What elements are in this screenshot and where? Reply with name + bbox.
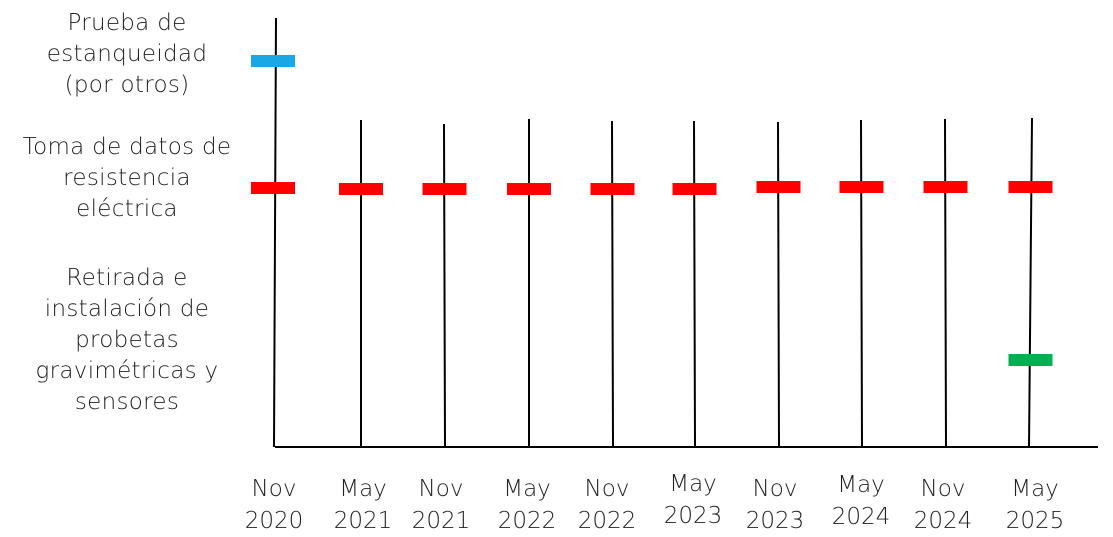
event-marker (1008, 181, 1053, 193)
row-label-leak-test: Prueba de estanqueidad (por otros) (22, 8, 232, 101)
event-marker (756, 181, 801, 193)
event-marker (422, 183, 467, 195)
row-label-line: gravimétricas y (35, 358, 219, 384)
date-label: May 2025 (1005, 476, 1065, 534)
event-marker (1008, 354, 1053, 366)
row-label-line: Toma de datos de (22, 134, 232, 160)
row-label-line: probetas (75, 327, 179, 353)
date-line (860, 119, 863, 448)
event-marker (672, 183, 717, 195)
row-label-line: resistencia (63, 165, 191, 191)
date-line (443, 123, 446, 448)
row-label-line: (por otros) (64, 72, 190, 98)
event-marker (251, 55, 295, 67)
date-label: Nov 2023 (745, 476, 805, 534)
date-label: May 2022 (497, 476, 557, 534)
event-marker (839, 181, 884, 193)
date-line (1028, 117, 1033, 448)
row-label-line: Prueba de (67, 10, 187, 36)
row-label-line: estanqueidad (46, 41, 208, 67)
date-line (273, 17, 277, 448)
event-marker (507, 183, 551, 195)
date-line (777, 121, 780, 448)
date-line (611, 120, 614, 448)
date-label: May 2023 (663, 471, 723, 529)
event-marker (923, 181, 968, 193)
date-line (693, 120, 696, 448)
date-line (944, 118, 947, 448)
date-label: May 2024 (831, 472, 891, 530)
row-label-resistance: Toma de datos de resistencia eléctrica (2, 132, 252, 225)
row-label-line: instalación de (44, 296, 210, 322)
row-label-line: sensores (74, 389, 180, 415)
event-marker (590, 183, 635, 195)
date-label: Nov 2020 (244, 476, 304, 534)
row-label-line: eléctrica (76, 196, 178, 222)
date-label: Nov 2021 (411, 476, 471, 534)
event-markers (251, 55, 1053, 366)
date-label: Nov 2022 (577, 476, 637, 534)
row-label-probes-sensors: Retirada e instalación de probetas gravi… (12, 263, 242, 418)
date-label: Nov 2024 (913, 476, 973, 534)
event-marker (251, 182, 295, 194)
row-label-line: Retirada e (66, 265, 188, 291)
event-marker (339, 183, 383, 195)
date-label: May 2021 (333, 476, 393, 534)
date-lines (273, 17, 1033, 448)
